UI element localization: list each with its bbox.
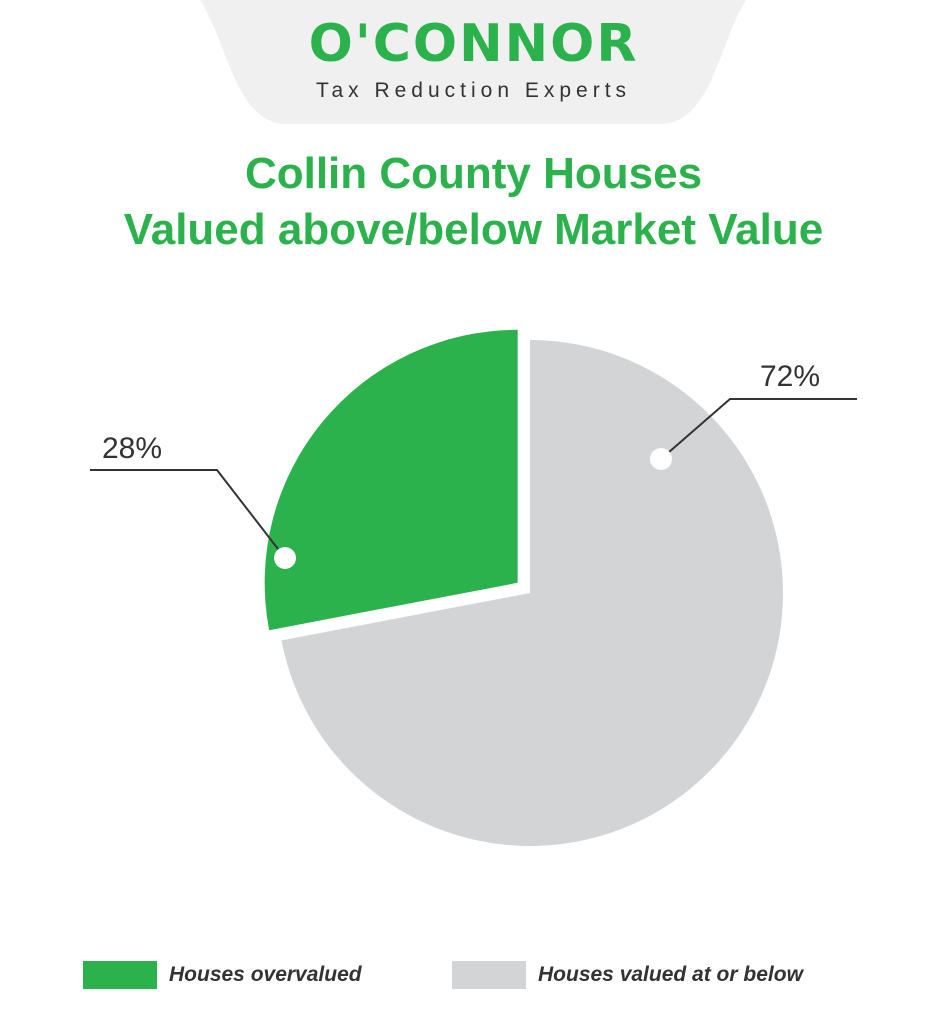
pie-slice-overvalued	[264, 329, 518, 631]
data-label-at-or-below: 72%	[760, 360, 821, 393]
chart-title-line-2: Valued above/below Market Value	[123, 205, 824, 254]
legend-item-at-or-below: Houses valued at or below	[452, 958, 803, 992]
legend-label-overvalued: Houses overvalued	[169, 963, 362, 986]
logo-tagline: Tax Reduction Experts	[315, 79, 632, 102]
data-label-overvalued: 28%	[102, 432, 163, 465]
logo-wordmark: O'CONNOR	[308, 14, 639, 74]
legend-item-overvalued: Houses overvalued	[83, 958, 362, 992]
logo-tab	[200, 0, 746, 124]
leader-dot-at-or-below	[650, 448, 672, 470]
leader-line-at-or-below	[660, 398, 857, 460]
legend-swatch-overvalued	[83, 961, 157, 989]
chart-title: Collin County Houses Valued above/below …	[0, 146, 947, 258]
legend-swatch-at-or-below	[452, 961, 526, 989]
leader-line-overvalued	[90, 469, 286, 559]
chart-title-line-1: Collin County Houses	[244, 149, 703, 198]
leader-dot-overvalued	[274, 547, 296, 569]
legend-label-at-or-below: Houses valued at or below	[538, 963, 803, 986]
